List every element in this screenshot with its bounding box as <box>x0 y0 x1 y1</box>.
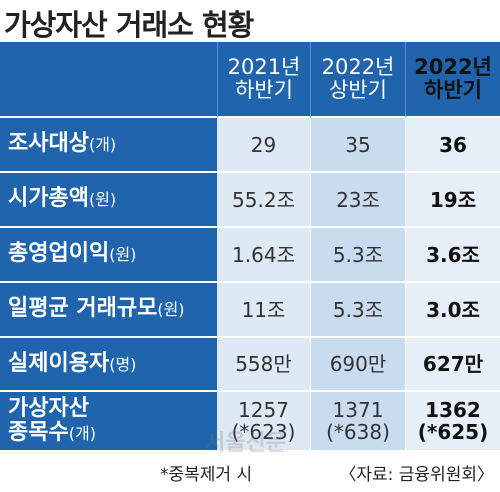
value-cell: 3.6조 <box>405 228 500 283</box>
value-cell: 55.2조 <box>217 173 310 228</box>
title: 가상자산 거래소 현황 <box>4 8 254 42</box>
value-cell: 1257 (*623) <box>217 392 310 452</box>
row-label: 시가총액(원) <box>0 173 217 228</box>
value-cell: 1362 (*625) <box>405 392 500 452</box>
value-cell: 3.0조 <box>405 283 500 338</box>
value-cell: 23조 <box>310 173 405 228</box>
row-label-text: 조사대상(개) <box>8 132 116 156</box>
row-unit: (개) <box>68 424 96 443</box>
row-name: 실제이용자 <box>8 350 110 376</box>
row-label: 총영업이익(원) <box>0 228 217 283</box>
value-cell: 5.3조 <box>310 228 405 283</box>
source: 〈자료: 금융위원회〉 <box>339 465 494 485</box>
row-unit: (원) <box>88 190 117 210</box>
row-label: 가상자산 종목수(개) <box>0 392 217 452</box>
row-unit: (원) <box>109 245 137 265</box>
row-name: 일평균 거래규모 <box>8 296 158 322</box>
row-label: 실제이용자(명) <box>0 338 217 392</box>
row-label: 조사대상(개) <box>0 118 217 173</box>
value-cell: 35 <box>310 118 405 173</box>
row-label-text: 실제이용자(명) <box>8 350 137 376</box>
column-header: 2022년 상반기 <box>310 42 405 118</box>
value-cell: 1371 (*638) <box>310 392 405 452</box>
column-header: 2021년 하반기 <box>217 42 310 118</box>
row-label-text: 시가총액(원) <box>8 187 116 211</box>
row-unit: (명) <box>109 354 137 374</box>
table: 2021년 하반기 2022년 상반기 2022년 하반기 조사대상(개) 29 35 36… <box>0 42 500 452</box>
row-label: 일평균 거래규모(원) <box>0 283 217 338</box>
row-label-text: 총영업이익(원) <box>8 242 136 266</box>
value-cell: 19조 <box>405 173 500 228</box>
row-name: 시가총액 <box>8 186 89 212</box>
value-cell: 558만 <box>217 338 310 392</box>
header-corner <box>0 42 217 118</box>
value-cell: 627만 <box>405 338 500 392</box>
row-name: 가상자산 종목수 <box>8 395 89 445</box>
row-label-text: 가상자산 종목수(개) <box>8 395 96 445</box>
row-label-text: 일평균 거래규모(원) <box>8 297 185 321</box>
value-cell: 5.3조 <box>310 283 405 338</box>
row-unit: (개) <box>88 135 117 155</box>
column-header: 2022년 하반기 <box>405 42 500 118</box>
footnote: *중복제거 시 <box>160 465 253 485</box>
value-cell: 36 <box>405 118 500 173</box>
row-name: 조사대상 <box>8 131 89 157</box>
watermark: 서울신문 <box>205 431 286 456</box>
row-name: 총영업이익 <box>8 241 110 267</box>
value-cell: 29 <box>217 118 310 173</box>
value-cell: 690만 <box>310 338 405 392</box>
value-cell: 11조 <box>217 283 310 338</box>
value-cell: 1.64조 <box>217 228 310 283</box>
row-unit: (원) <box>157 300 185 320</box>
